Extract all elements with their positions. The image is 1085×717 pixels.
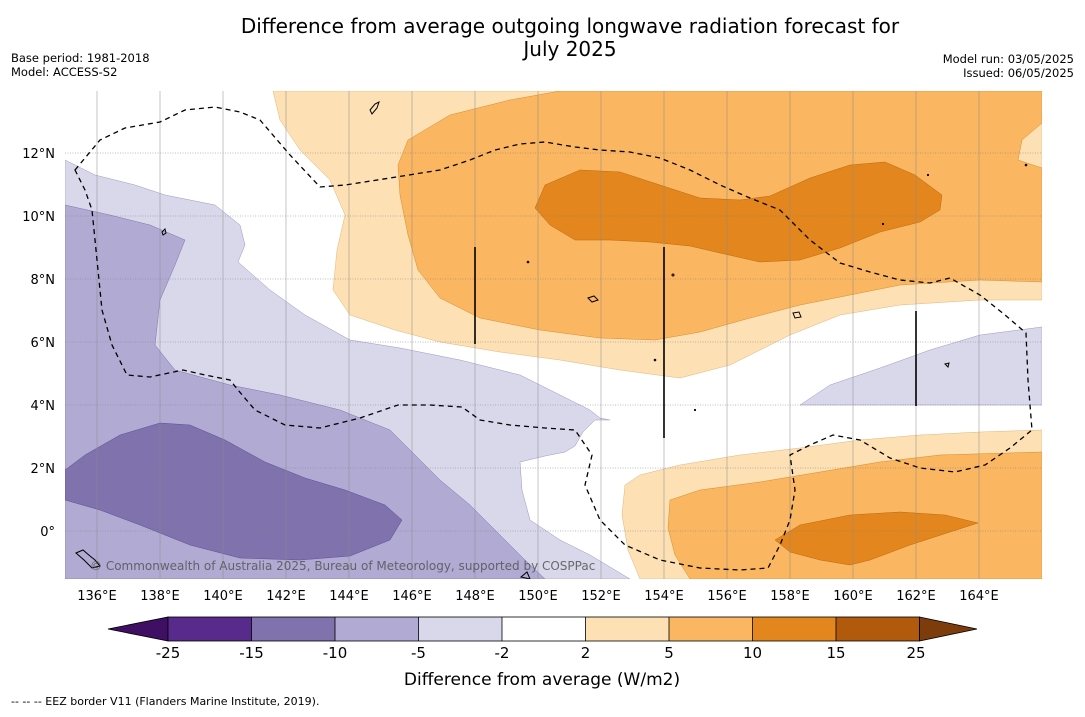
copyright-watermark: © Commonwealth of Australia 2025, Bureau… [90, 559, 595, 573]
lat-label: 12°N [22, 147, 55, 162]
colorbar-tick: -10 [323, 644, 348, 662]
colorbar-swatch [836, 617, 920, 641]
colorbar-extend-high [919, 616, 978, 642]
map-title: Difference from average outgoing longwav… [200, 15, 940, 61]
colorbar-swatch [168, 617, 252, 641]
contour-minus-10-to-minus-15 [65, 422, 403, 561]
meta-left: Base period: 1981-2018 Model: ACCESS-S2 [11, 51, 150, 79]
lat-label: 8°N [31, 273, 56, 288]
lon-label: 160°E [833, 589, 873, 604]
title-line-2: July 2025 [523, 37, 617, 61]
colorbar-extend-low [107, 616, 169, 642]
colorbar-tick: -15 [239, 644, 264, 662]
latitude-labels: 12°N 10°N 8°N 6°N 4°N 2°N 0° [22, 147, 55, 540]
lat-label: 10°N [22, 210, 55, 225]
meta-right: Model run: 03/05/2025 Issued: 06/05/2025 [943, 52, 1074, 80]
lon-label: 140°E [203, 589, 243, 604]
colorbar-swatch [335, 617, 419, 641]
map-panel [65, 91, 1042, 579]
eez-border [74, 106, 1033, 571]
colorbar-swatch [502, 617, 586, 641]
colorbar-swatch [752, 617, 836, 641]
lon-label: 142°E [266, 589, 306, 604]
colorbar-swatch [418, 617, 502, 641]
colorbar-tick: 2 [581, 644, 591, 662]
lon-label: 164°E [959, 589, 999, 604]
lon-label: 146°E [392, 589, 432, 604]
lat-label: 4°N [31, 399, 56, 414]
lon-label: 150°E [518, 589, 558, 604]
lon-label: 144°E [329, 589, 369, 604]
colorbar-tick: -2 [495, 644, 510, 662]
lat-label: 0° [40, 525, 55, 540]
contour-east-minus-2-to-minus-5 [799, 326, 1042, 406]
model-run: Model run: 03/05/2025 [942, 52, 1074, 66]
solid-boundary-lines [474, 247, 917, 438]
colorbar-label: Difference from average (W/m2) [404, 670, 680, 690]
colorbar-swatch [669, 617, 753, 641]
lon-label: 152°E [581, 589, 621, 604]
colorbar-tick: 25 [906, 644, 925, 662]
lat-label: 2°N [31, 462, 56, 477]
lon-label: 136°E [77, 589, 117, 604]
colorbar-tick: 5 [664, 644, 674, 662]
model-name: Model: ACCESS-S2 [11, 65, 118, 79]
colorbar-tick: 10 [743, 644, 762, 662]
title-line-1: Difference from average outgoing longwav… [240, 14, 900, 38]
lon-label: 162°E [896, 589, 936, 604]
colorbar-swatch [585, 617, 669, 641]
contour-10-to-15-south [774, 511, 979, 566]
lat-label: 6°N [31, 336, 56, 351]
lon-label: 148°E [455, 589, 495, 604]
colorbar-tick: -5 [411, 644, 426, 662]
gridlines [65, 152, 1042, 532]
longitude-labels: 136°E 138°E 140°E 142°E 144°E 146°E 148°… [77, 589, 999, 604]
base-period: Base period: 1981-2018 [11, 51, 150, 65]
colorbar-tick: -25 [156, 644, 181, 662]
colorbar-tick: 15 [826, 644, 845, 662]
lon-label: 156°E [707, 589, 747, 604]
meridians [96, 91, 980, 579]
lon-label: 158°E [770, 589, 810, 604]
islands [75, 101, 1028, 579]
lon-label: 138°E [140, 589, 180, 604]
colorbar-swatch [251, 617, 335, 641]
issued-date: Issued: 06/05/2025 [963, 66, 1074, 80]
colorbar: -25 -15 -10 -5 -2 2 5 10 15 25 Differenc… [107, 616, 978, 690]
lon-label: 154°E [644, 589, 684, 604]
eez-footnote: -- -- -- EEZ border V11 (Flanders Marine… [11, 695, 320, 708]
